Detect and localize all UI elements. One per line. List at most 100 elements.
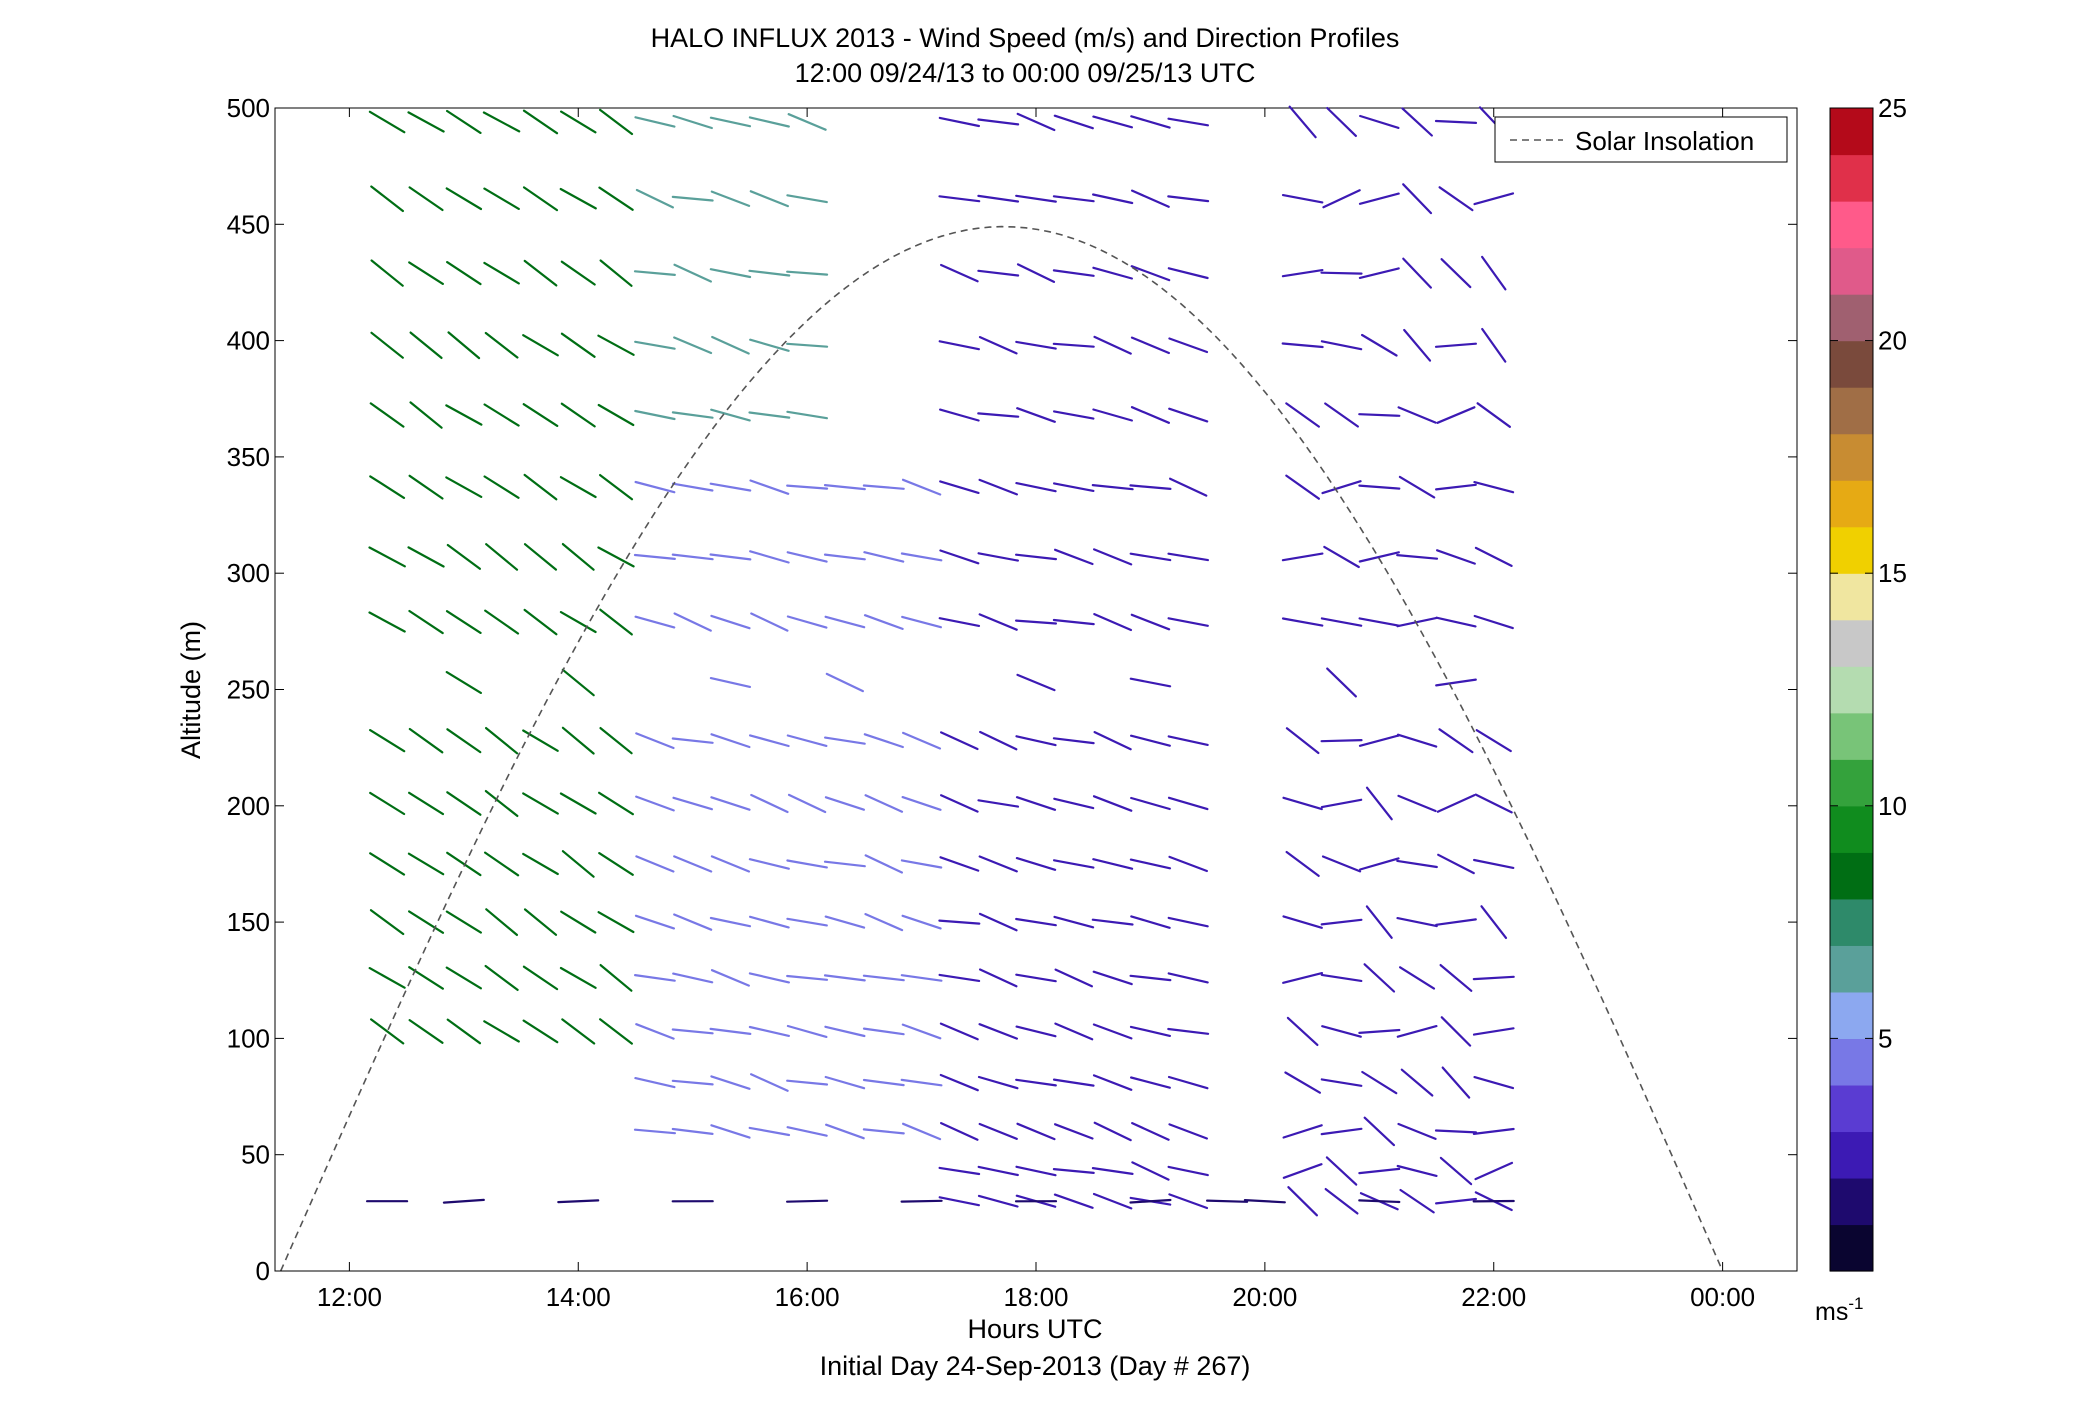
wind-vector [1205, 1199, 1249, 1203]
wind-vector [671, 1127, 714, 1136]
wind-vector [368, 611, 406, 633]
wind-vector [1052, 737, 1095, 745]
wind-vector [369, 852, 406, 876]
wind-vector [369, 909, 405, 936]
wind-vector [786, 342, 829, 348]
wind-vector [1397, 794, 1437, 813]
colorbar-tick-label: 5 [1878, 1023, 1892, 1053]
wind-vector [1435, 678, 1477, 687]
colorbar-segment [1830, 1224, 1873, 1272]
wind-vector [748, 411, 791, 419]
wind-vector [1358, 1167, 1401, 1175]
wind-vector [710, 733, 751, 749]
wind-vector [408, 791, 445, 816]
wind-vector [750, 612, 789, 632]
wind-vector [1167, 796, 1209, 811]
wind-vector [1360, 333, 1398, 357]
wind-vector [484, 789, 519, 818]
y-tick-label: 350 [227, 442, 270, 472]
wind-vector [1091, 918, 1134, 926]
wind-vector [1285, 474, 1321, 500]
wind-vector [1365, 786, 1393, 821]
wind-vector [523, 908, 558, 936]
wind-vector [1131, 1121, 1170, 1141]
wind-vector [786, 1079, 829, 1086]
wind-vector [901, 615, 943, 629]
x-tick-label: 14:00 [546, 1282, 611, 1312]
wind-vector [901, 914, 942, 930]
wind-vector [1473, 1075, 1515, 1090]
wind-vector [634, 116, 676, 128]
x-tick-label: 20:00 [1232, 1282, 1297, 1312]
wind-vector [1015, 1165, 1057, 1177]
wind-vector [1473, 481, 1515, 494]
wind-vector [560, 910, 597, 934]
colorbar-segment [1830, 1038, 1873, 1086]
wind-vector [561, 542, 595, 571]
wind-vector [1052, 342, 1095, 348]
wind-vector [864, 912, 904, 932]
wind-vector [1401, 107, 1433, 137]
colorbar-segment [1830, 619, 1873, 667]
wind-vector [1016, 112, 1056, 132]
wind-vector [863, 614, 904, 631]
wind-vector [408, 1018, 444, 1044]
wind-vector [977, 1165, 1019, 1177]
wind-vector [408, 609, 444, 635]
wind-vector [408, 474, 444, 500]
wind-vector [598, 1018, 634, 1045]
wind-vector [938, 973, 981, 983]
wind-vector [1402, 257, 1433, 289]
wind-vector [1320, 1078, 1363, 1087]
wind-vector [409, 331, 443, 359]
wind-vector [560, 260, 596, 286]
wind-vector [673, 263, 713, 283]
wind-vector [635, 855, 675, 873]
wind-vector [900, 974, 943, 982]
y-axis: 0 50 100 150 200 250 300 350 400 450 500 [227, 93, 1797, 1286]
wind-vector [634, 480, 676, 494]
wind-vector [710, 408, 751, 422]
wind-vector [1054, 968, 1094, 988]
wind-vector [1320, 798, 1363, 809]
wind-vector [672, 796, 714, 811]
wind-vector [824, 915, 866, 929]
wind-vector [1282, 1163, 1323, 1179]
colorbar-segment [1830, 480, 1873, 528]
wind-vector [633, 1128, 677, 1135]
wind-vector [977, 552, 1020, 562]
wind-vector [1434, 342, 1478, 348]
wind-vector [786, 1126, 828, 1137]
wind-vector [1053, 114, 1094, 130]
wind-vector [1093, 730, 1132, 751]
colorbar-segment [1830, 1131, 1873, 1179]
wind-vector [862, 1078, 905, 1087]
wind-vector [1015, 194, 1057, 203]
wind-vector [1015, 856, 1057, 871]
wind-vector [1052, 1167, 1095, 1175]
wind-vector [786, 859, 828, 869]
wind-vector [824, 615, 866, 629]
wind-vector [1402, 183, 1433, 215]
wind-vector [1281, 617, 1324, 627]
x-axis: 12:00 14:00 16:00 18:00 20:00 22:00 00:00 [317, 108, 1755, 1312]
colorbar-segment [1830, 573, 1873, 621]
wind-vector [900, 1199, 943, 1203]
wind-vector [407, 852, 445, 876]
wind-vector [709, 268, 752, 279]
wind-vector [1092, 970, 1133, 986]
legend-entry-solar-insolation: Solar Insolation [1575, 126, 1754, 156]
wind-vector [446, 543, 481, 570]
wind-vector [483, 187, 520, 210]
wind-vector [748, 116, 790, 128]
wind-vector [560, 402, 596, 428]
wind-vector [370, 259, 404, 287]
wind-vector [749, 1073, 789, 1092]
wind-vector [446, 1018, 482, 1045]
wind-vector [442, 1198, 485, 1204]
wind-vector [710, 190, 751, 207]
wind-vector [407, 111, 445, 133]
wind-vector [559, 966, 597, 989]
wind-vector [1168, 337, 1209, 354]
wind-vector [1167, 1027, 1210, 1035]
